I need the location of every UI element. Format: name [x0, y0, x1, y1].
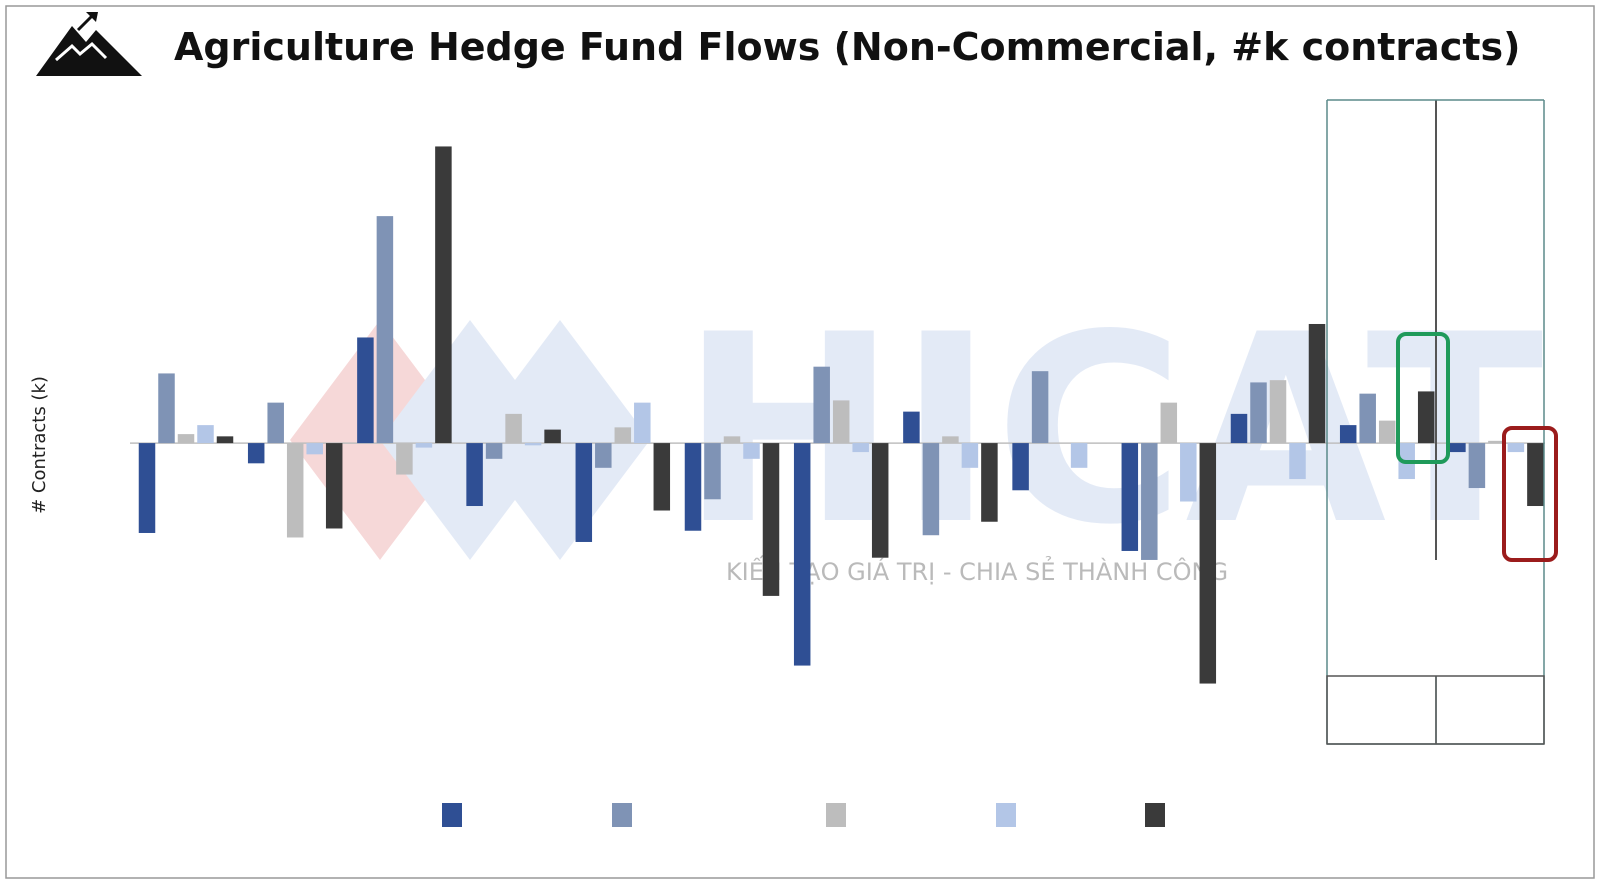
- bar-softs: [962, 443, 979, 468]
- bar-oilseeds: [1469, 443, 1486, 488]
- bar-meats: [615, 427, 632, 443]
- bar-oilseeds: [158, 373, 175, 443]
- bar-grains: [794, 443, 811, 665]
- bar-oilseeds: [1250, 382, 1267, 443]
- bar-oilseeds: [377, 216, 394, 443]
- bar-grains: [1231, 414, 1248, 443]
- bar-grains: [1122, 443, 1139, 551]
- bar-oilseeds: [1359, 394, 1376, 443]
- bar-meats: [1161, 403, 1178, 443]
- legend-swatch-oilseeds: [612, 803, 632, 827]
- bar-total: [326, 443, 343, 528]
- bar-meats: [1270, 380, 1287, 443]
- bar-oilseeds: [923, 443, 940, 535]
- bar-oilseeds: [267, 403, 284, 443]
- bar-meats: [178, 434, 195, 443]
- bar-softs: [1508, 443, 1525, 452]
- legend-swatch-total: [1145, 803, 1165, 827]
- bar-grains: [139, 443, 156, 533]
- bar-meats: [833, 400, 850, 443]
- bar-softs: [525, 443, 542, 445]
- bar-oilseeds: [704, 443, 721, 499]
- bar-softs: [416, 443, 433, 447]
- bar-meats: [396, 443, 413, 474]
- legend-swatch-meats: [826, 803, 846, 827]
- bar-softs: [852, 443, 869, 452]
- bar-softs: [634, 403, 651, 443]
- bar-grains: [903, 412, 920, 443]
- bar-meats: [942, 436, 959, 443]
- bar-total: [1309, 324, 1326, 443]
- legend-swatch-grains: [442, 803, 462, 827]
- bar-oilseeds: [1141, 443, 1158, 560]
- bar-total: [544, 430, 561, 443]
- bar-total: [981, 443, 998, 522]
- bar-total: [1527, 443, 1544, 506]
- bar-grains: [466, 443, 483, 506]
- bar-meats: [1379, 421, 1396, 443]
- chart-title: Agriculture Hedge Fund Flows (Non-Commer…: [174, 25, 1521, 69]
- bar-oilseeds: [813, 367, 830, 443]
- legend-swatch-softs: [996, 803, 1016, 827]
- bar-meats: [505, 414, 521, 443]
- bar-softs: [1289, 443, 1306, 479]
- bar-softs: [1071, 443, 1088, 468]
- bar-total: [654, 443, 671, 510]
- bar-total: [763, 443, 780, 596]
- bar-total: [1418, 391, 1435, 443]
- bar-total: [435, 146, 452, 443]
- bar-grains: [1340, 425, 1357, 443]
- bar-softs: [743, 443, 760, 459]
- bar-grains: [576, 443, 593, 542]
- bar-total: [217, 436, 234, 443]
- bar-meats: [724, 436, 741, 443]
- bar-total: [1200, 443, 1217, 683]
- bar-softs: [197, 425, 214, 443]
- bar-meats: [287, 443, 304, 537]
- bar-grains: [248, 443, 265, 463]
- bar-softs: [1180, 443, 1197, 501]
- bar-grains: [685, 443, 702, 531]
- bar-softs: [306, 443, 323, 454]
- bar-total: [872, 443, 889, 558]
- bar-grains: [1012, 443, 1029, 490]
- y-axis-label: # Contracts (k): [29, 376, 50, 514]
- bar-grains: [357, 337, 374, 443]
- bar-oilseeds: [595, 443, 612, 468]
- bar-grains: [1449, 443, 1466, 452]
- bar-oilseeds: [1032, 371, 1049, 443]
- bar-oilseeds: [486, 443, 503, 459]
